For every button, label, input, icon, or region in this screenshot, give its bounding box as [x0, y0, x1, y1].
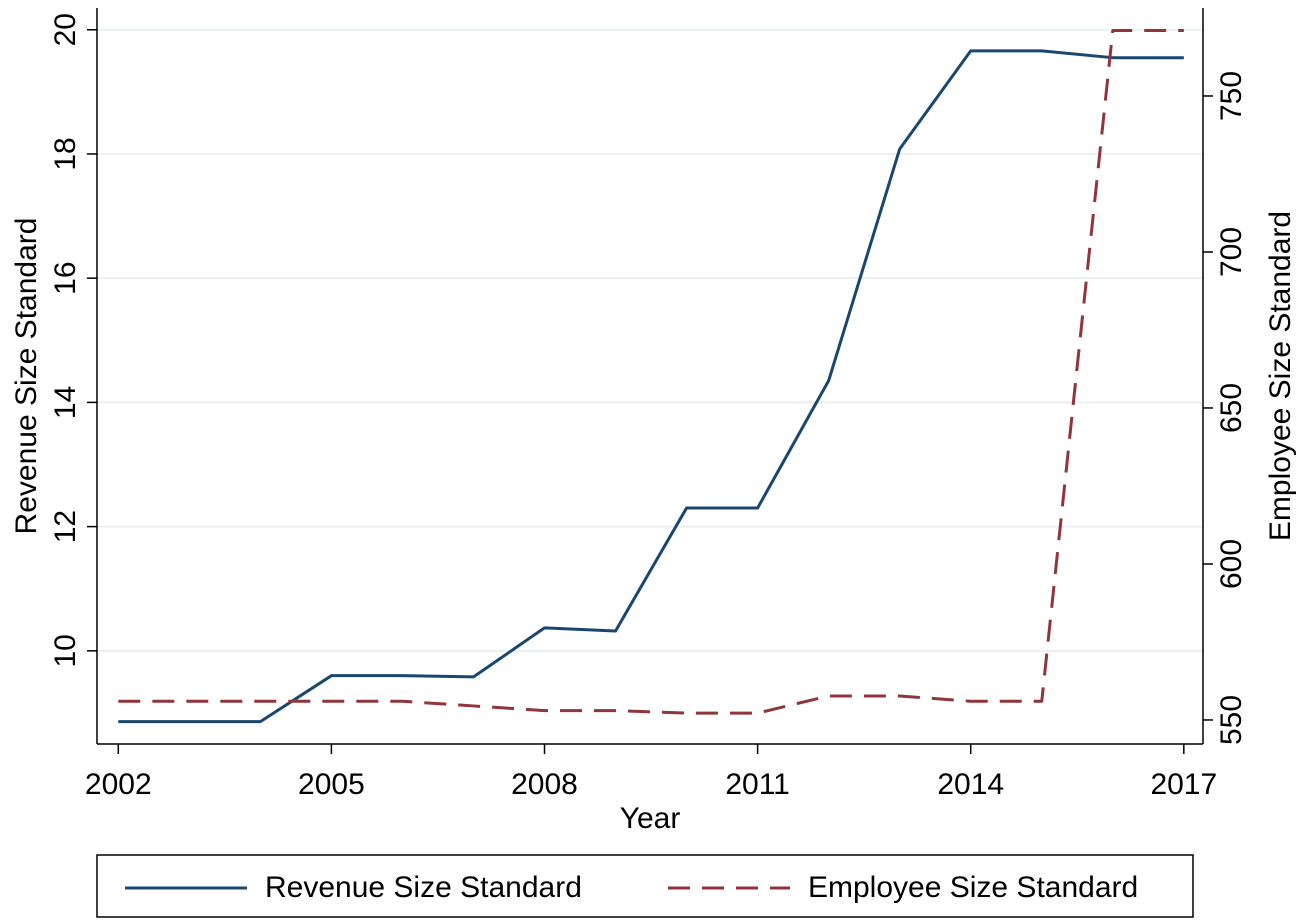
y-tick-label: 20: [49, 13, 82, 46]
legend-box: [96, 854, 1194, 918]
y2-tick-label: 550: [1215, 695, 1248, 745]
y2-tick-label: 750: [1215, 71, 1248, 121]
series-line: [118, 49, 1184, 724]
y2-axis-label: Employee Size Standard: [1264, 211, 1297, 541]
legend-label: Revenue Size Standard: [265, 871, 582, 904]
x-tick-label: 2011: [725, 768, 790, 801]
y-tick-label: 16: [49, 261, 82, 294]
legend-label: Employee Size Standard: [808, 871, 1138, 904]
x-tick-label: 2008: [511, 768, 578, 801]
y-axis-label: Revenue Size Standard: [10, 218, 43, 535]
y-tick-label: 12: [49, 510, 82, 543]
y-tick-label: 10: [49, 634, 82, 667]
y2-tick-label: 700: [1215, 227, 1248, 277]
y2-tick-label: 600: [1215, 539, 1248, 589]
y-tick-label: 14: [49, 386, 82, 419]
series-line: [118, 28, 1184, 715]
y2-tick-label: 650: [1215, 383, 1248, 433]
y-tick-label: 18: [49, 137, 82, 170]
x-tick-label: 2005: [298, 768, 365, 801]
x-tick-label: 2017: [1150, 768, 1217, 801]
x-axis-label: Year: [620, 802, 681, 835]
x-tick-label: 2002: [85, 768, 152, 801]
x-tick-label: 2014: [937, 768, 1004, 801]
